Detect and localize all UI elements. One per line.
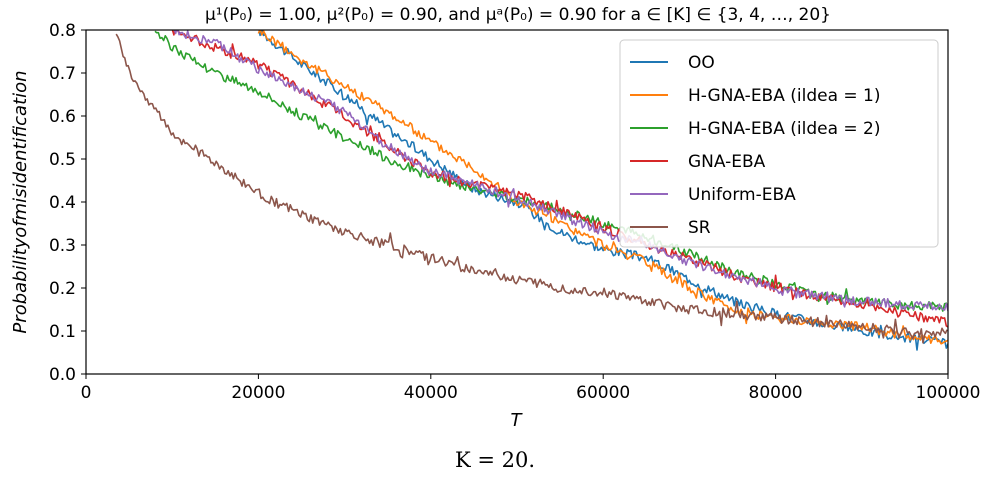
x-tick-label: 100000 (916, 383, 981, 403)
y-tick-label: 0.2 (49, 279, 76, 299)
y-tick-label: 0.8 (49, 21, 76, 41)
x-tick-label: 20000 (231, 383, 285, 403)
x-tick-label: 0 (81, 383, 92, 403)
legend-label-2: H-GNA-EBA (ildea = 1) (688, 86, 881, 106)
y-tick-label: 0.4 (49, 193, 76, 213)
legend-label-4: GNA-EBA (688, 152, 766, 172)
ticks-layer: 0 20000 40000 60000 80000 100000 0.0 0.1 0.2 0.3 0… (49, 21, 981, 403)
chart-title: μ¹(P₀) = 1.00, μ²(P₀) = 0.90, and μᵃ(P₀)… (205, 5, 831, 25)
y-tick-label: 0.5 (49, 150, 76, 170)
legend: OO H-GNA-EBA (ildea = 1) H-GNA-EBA (ildea … (619, 39, 939, 248)
chart-figure: μ¹(P₀) = 1.00, μ²(P₀) = 0.90, and μᵃ(P₀)… (10, 5, 981, 431)
y-tick-label: 0.7 (49, 64, 76, 84)
series-layer (115, 30, 948, 351)
y-axis-label: Probabilityofmisidentification (10, 70, 31, 333)
y-tick-label: 0.6 (49, 107, 76, 127)
y-tick-label: 0.1 (49, 322, 76, 342)
x-tick-label: 60000 (576, 383, 630, 403)
x-tick-label: 40000 (404, 383, 458, 403)
legend-label-6: SR (688, 218, 711, 238)
series-line-5 (173, 30, 948, 312)
plot-area: 0 20000 40000 60000 80000 100000 0.0 0.1 0.2 0.3 0… (49, 21, 981, 403)
legend-label-5: Uniform-EBA (688, 185, 796, 205)
legend-label-3: H-GNA-EBA (ildea = 2) (688, 119, 881, 139)
legend-label-1: OO (688, 53, 715, 73)
y-tick-label: 0.0 (49, 365, 76, 385)
series-line-6 (115, 33, 948, 344)
series-line-2 (257, 30, 948, 345)
x-tick-label: 80000 (749, 383, 803, 403)
x-axis-label: T (511, 410, 524, 431)
figure-caption: K = 20. (454, 448, 536, 472)
y-tick-label: 0.3 (49, 236, 76, 256)
legend-box (619, 39, 939, 248)
